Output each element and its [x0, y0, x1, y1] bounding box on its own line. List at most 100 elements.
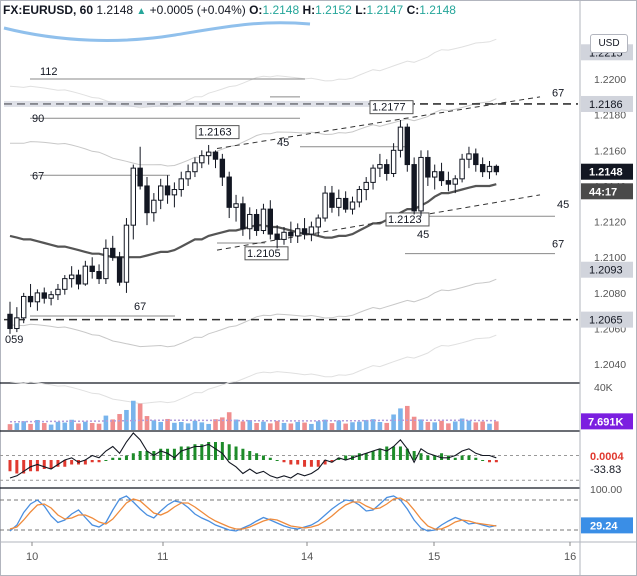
macd-hist-bar: [419, 453, 423, 460]
swing-low-label-box: [385, 212, 430, 227]
candle-down: [116, 256, 123, 283]
time-tick-label: 14: [301, 551, 313, 563]
candle-up: [315, 217, 321, 228]
stoch-k-line: [9, 495, 497, 532]
macd-hist-bar: [316, 460, 320, 467]
candle-up: [452, 178, 458, 185]
macd-hist-bar: [49, 460, 53, 469]
volume-bar: [329, 423, 335, 430]
candle-down: [144, 185, 150, 214]
currency-button[interactable]: USD: [590, 34, 628, 53]
volume-bar: [377, 422, 383, 430]
candle-down: [288, 231, 294, 237]
candle-up: [103, 247, 109, 280]
macd-hist-bar: [385, 446, 389, 460]
macd-hist-bar: [118, 457, 122, 460]
last-price: 1.2148: [96, 3, 134, 17]
volume-tick-label: 40K: [594, 382, 613, 394]
volume-bar: [158, 421, 163, 430]
candle-down: [110, 247, 116, 258]
candle-up: [130, 167, 137, 226]
macd-hist-bar: [405, 448, 409, 460]
volume-bar: [446, 423, 451, 430]
time-tick-label: 16: [564, 551, 576, 563]
macd-hist-bar: [8, 460, 12, 472]
volume-bar: [151, 420, 157, 430]
macd-hist-bar: [35, 460, 39, 472]
macd-hist-bar: [364, 453, 368, 460]
candle-down: [445, 180, 452, 185]
volume-tag: [581, 413, 633, 430]
volume-bar: [309, 423, 314, 430]
volume-bar: [21, 421, 26, 430]
candle-down: [219, 158, 226, 178]
volume-bar: [261, 421, 266, 430]
volume-bar: [83, 421, 88, 430]
macd-hist-bar: [433, 455, 437, 460]
candle-down: [89, 265, 95, 273]
candle-up: [432, 171, 438, 178]
swing-label-box: [195, 125, 240, 140]
candle-down: [240, 203, 246, 230]
candle-down: [27, 295, 34, 303]
candle-up: [34, 292, 41, 303]
volume-bar: [131, 400, 136, 430]
candle-down: [96, 271, 102, 280]
macd-hist-bar: [63, 460, 67, 467]
macd-value-bg: [581, 462, 633, 477]
volume-bar: [55, 421, 61, 430]
candle-up: [205, 151, 212, 157]
volume-bar: [391, 414, 396, 430]
stoch-d-line: [9, 497, 497, 530]
macd-hist-bar: [234, 446, 238, 460]
candle-up: [123, 224, 130, 283]
candle-down: [493, 165, 500, 173]
price-tags-layer: 1.22151.21861.214844:171.20931.20657.691…: [581, 44, 633, 534]
macd-hist-bar: [337, 457, 341, 460]
volume-bar: [199, 422, 205, 430]
macd-hist-bar: [97, 460, 101, 463]
volume-bar: [117, 414, 122, 430]
candle-up: [322, 192, 328, 219]
volume-bar: [110, 419, 116, 430]
macd-hist-bar: [214, 442, 217, 460]
stoch-tag-label: 29.24: [590, 520, 618, 532]
volume-bar: [96, 423, 102, 430]
macd-value-label: -33.83: [590, 464, 621, 476]
symbol-label[interactable]: FX:EURUSD, 60: [3, 3, 94, 17]
macd-hist-bar: [357, 453, 361, 460]
macd-hist-bar: [412, 451, 416, 460]
volume-bar: [206, 423, 211, 430]
volume-average-line: [10, 419, 497, 423]
macd-hist-bar: [467, 455, 471, 460]
high-value: 1.2152: [315, 3, 352, 17]
fib-label-67-right-top: 67: [552, 87, 564, 99]
macd-hist-bar: [90, 460, 94, 463]
macd-hist-bar: [83, 460, 87, 465]
candle-up: [48, 294, 54, 299]
price-tag: [581, 95, 633, 112]
candle-up: [377, 164, 383, 169]
candle-up: [82, 265, 89, 285]
low-label: L:: [355, 3, 367, 17]
macd-hist-bar: [42, 460, 46, 469]
macd-hist-bar: [172, 448, 176, 460]
macd-hist-bar: [29, 460, 33, 472]
macd-hist-bar: [453, 457, 457, 460]
candle-up: [151, 199, 157, 214]
volume-bar: [398, 408, 403, 430]
macd-hist-bar: [330, 460, 334, 463]
candles-layer[interactable]: [7, 120, 500, 334]
volume-bar: [137, 403, 143, 430]
volume-bar: [487, 423, 492, 430]
candle-up: [21, 295, 27, 319]
volume-bar: [213, 419, 218, 430]
candle-up: [390, 149, 397, 174]
price-tag-label: 1.2186: [589, 99, 623, 111]
macd-hist-bar: [200, 444, 204, 460]
volume-bar: [28, 423, 33, 430]
macd-tag-label: 0.0004: [590, 451, 625, 463]
upper-channel-line: [216, 96, 541, 150]
volume-bar: [459, 418, 465, 430]
candle-up: [192, 162, 198, 173]
